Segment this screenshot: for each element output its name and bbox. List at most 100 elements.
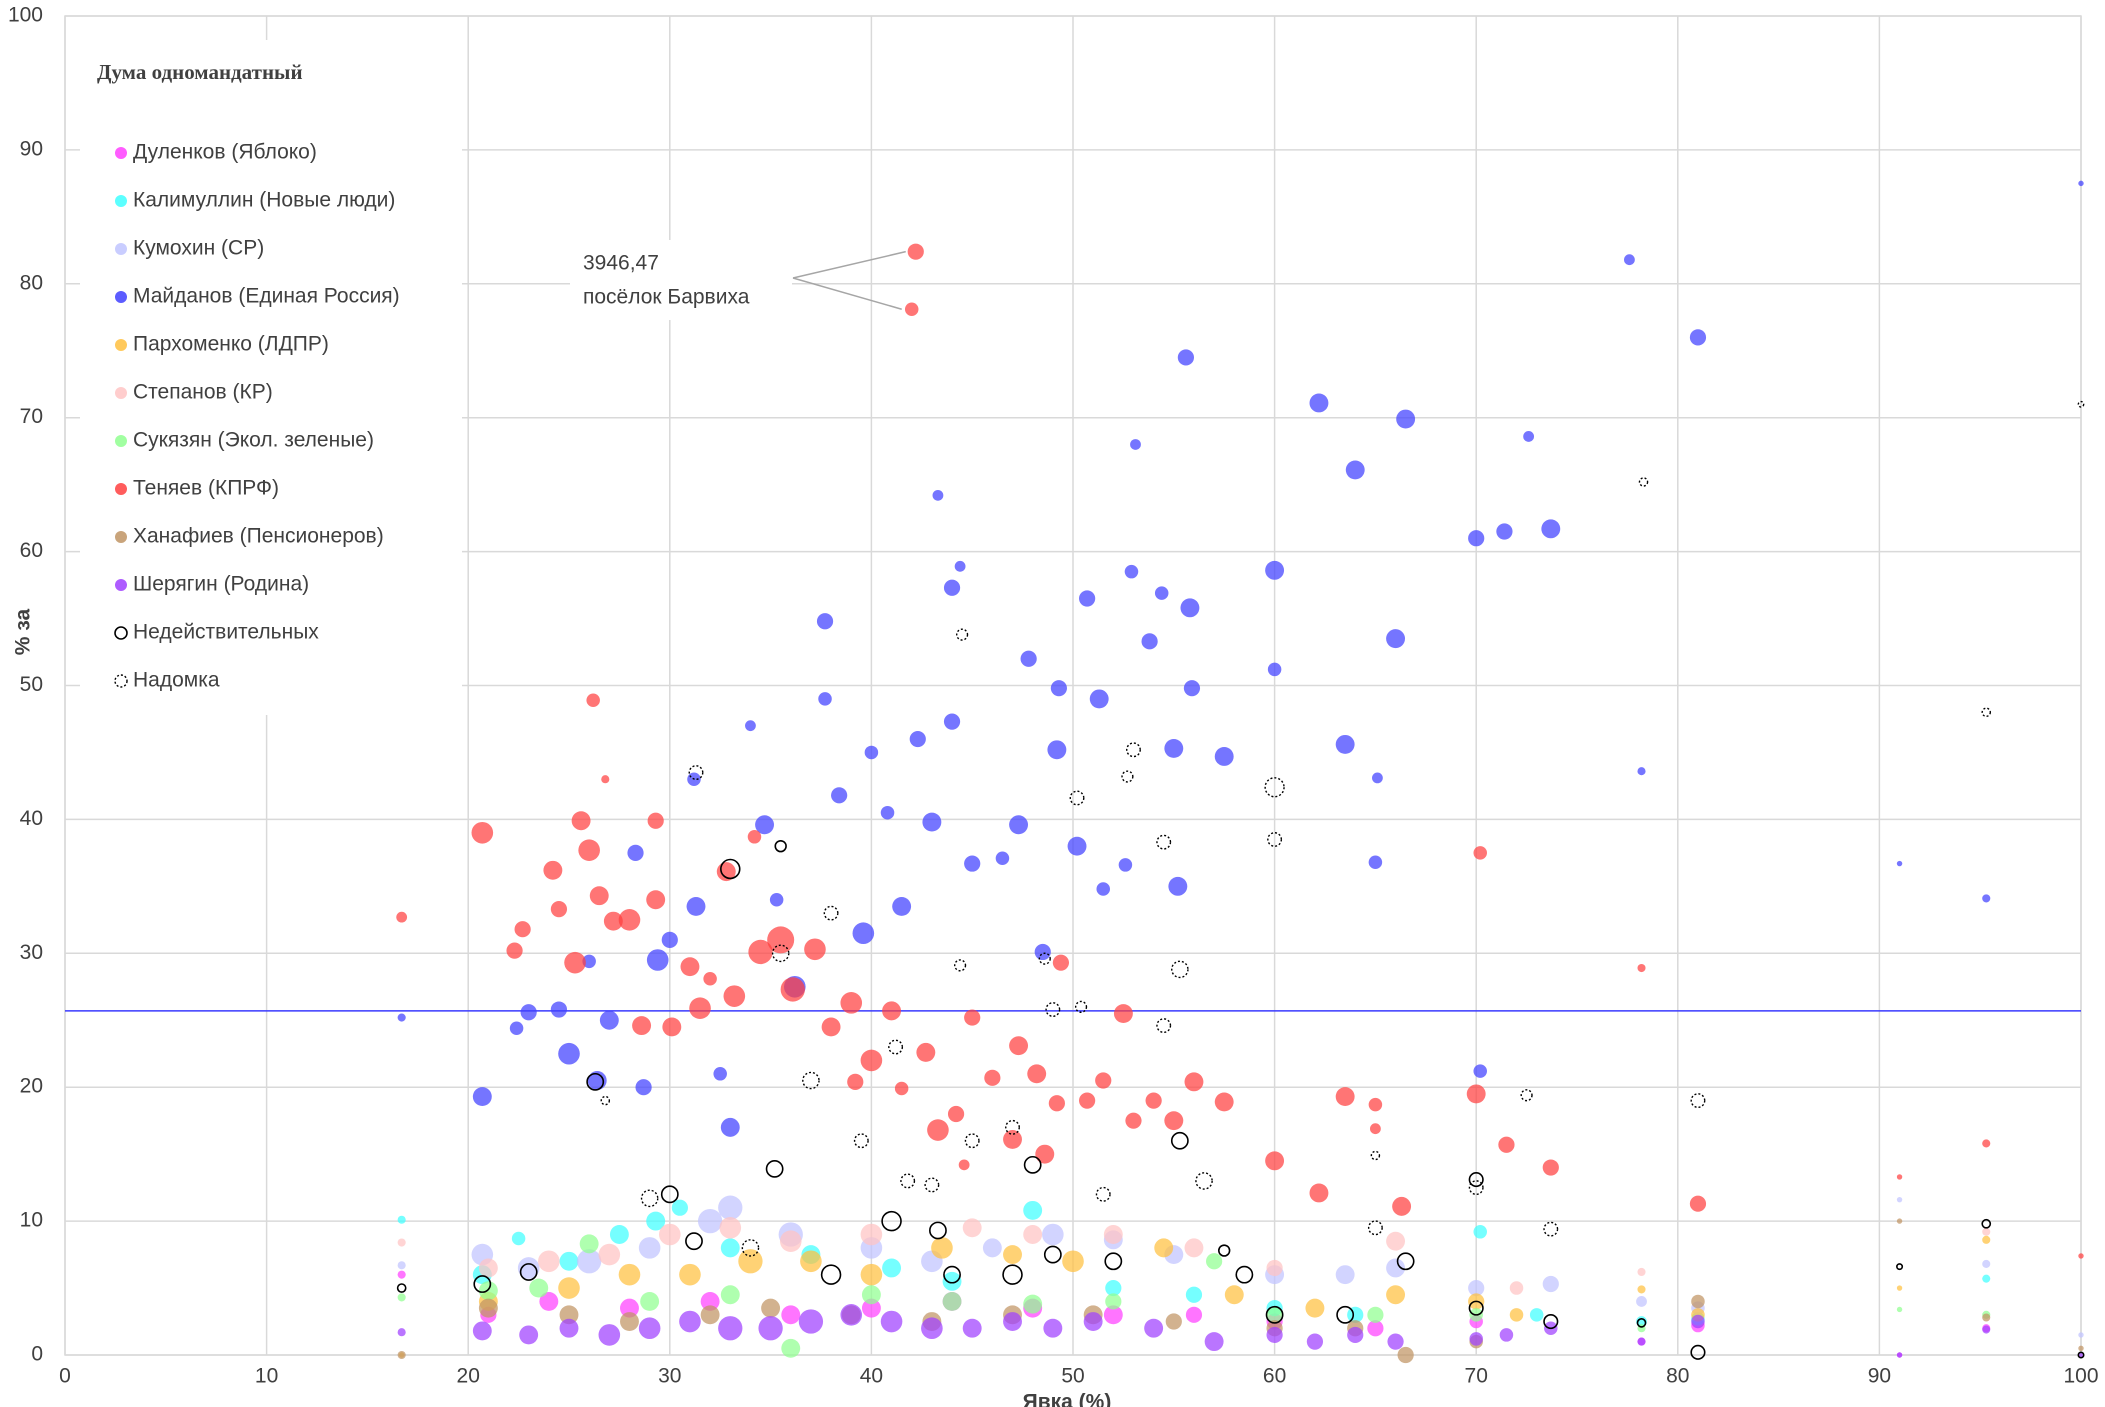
bubble	[748, 939, 773, 965]
bubble	[916, 1042, 936, 1062]
bubble	[671, 1199, 688, 1216]
bubble	[1637, 1285, 1646, 1294]
bubble	[1306, 1333, 1324, 1350]
bubble	[713, 1067, 727, 1081]
bubble	[956, 628, 969, 641]
bubble	[720, 1285, 740, 1305]
bubble	[1266, 1306, 1283, 1323]
x-tick-label: 50	[1061, 1365, 1084, 1388]
bubble	[1027, 1064, 1047, 1084]
bubble	[1345, 460, 1365, 480]
bubble	[1636, 1316, 1647, 1327]
bubble	[1267, 662, 1282, 677]
bubble	[1184, 1072, 1204, 1092]
bubble	[860, 1263, 883, 1286]
bubble	[472, 1087, 492, 1107]
bubble	[1023, 1200, 1043, 1220]
legend-label: Дуленков (Яблоко)	[133, 141, 317, 164]
bubble	[1105, 1293, 1122, 1310]
bubble	[640, 1291, 660, 1311]
bubble	[1079, 590, 1096, 607]
bubble	[860, 1223, 883, 1246]
bubble	[1095, 1072, 1112, 1089]
bubble	[1206, 1253, 1223, 1270]
bubble	[1896, 1306, 1903, 1313]
legend-label: Ханафиев (Пенсионеров)	[133, 525, 384, 548]
bubble	[1982, 1259, 1991, 1268]
bubble	[1214, 1092, 1234, 1112]
bubble	[397, 1261, 406, 1270]
bubble	[767, 926, 795, 954]
bubble	[852, 922, 875, 945]
bubble	[1180, 598, 1200, 618]
bubble	[942, 1291, 962, 1311]
bubble	[396, 1283, 407, 1293]
bubble	[1185, 1286, 1203, 1303]
bubble	[1125, 1112, 1142, 1129]
bubble	[774, 839, 787, 853]
bubble	[1896, 1285, 1903, 1291]
bubble	[864, 745, 879, 760]
bubble	[1689, 329, 1707, 346]
annotation-leader	[792, 277, 902, 310]
bubble	[761, 1298, 781, 1318]
bubble	[1156, 1018, 1172, 1034]
bubble	[659, 1223, 681, 1246]
bubble	[397, 1328, 406, 1337]
bubble	[396, 911, 408, 923]
bubble	[1473, 1064, 1487, 1078]
bubble	[880, 805, 895, 820]
bubble	[1509, 1281, 1524, 1295]
bubble	[982, 1238, 1002, 1258]
bubble	[1637, 1337, 1646, 1346]
x-tick-label: 30	[658, 1365, 681, 1388]
legend-marker	[115, 435, 127, 447]
bubble	[397, 1013, 406, 1022]
bubble	[1195, 1172, 1213, 1190]
bubble	[755, 815, 775, 835]
bubble	[1896, 1263, 1904, 1271]
bubble	[818, 692, 832, 706]
bubble	[962, 1218, 982, 1238]
bubble	[1079, 1092, 1096, 1109]
bubble	[840, 1304, 863, 1326]
legend-label: Пархоменко (ЛДПР)	[133, 333, 329, 356]
bubble	[1265, 1305, 1284, 1324]
bubble	[550, 901, 568, 918]
bubble	[720, 1117, 740, 1137]
bubble	[609, 1225, 629, 1244]
bubble	[577, 1249, 602, 1274]
bubble	[1982, 1235, 1991, 1244]
x-tick-label: 10	[255, 1365, 278, 1388]
bubble	[1896, 1174, 1903, 1180]
bubble	[1069, 790, 1085, 806]
bubble	[1103, 1225, 1123, 1244]
bubble	[689, 997, 711, 1019]
legend-marker	[115, 579, 127, 591]
bubble	[1637, 963, 1646, 973]
legend-marker	[115, 195, 127, 207]
bubble	[882, 1258, 902, 1278]
bubble	[1396, 1252, 1415, 1271]
bubble	[1224, 1285, 1244, 1305]
bubble	[921, 1317, 943, 1340]
bubble	[1396, 409, 1416, 429]
bubble	[618, 909, 641, 931]
bubble	[1347, 1306, 1364, 1323]
bubble	[823, 905, 839, 921]
y-tick-label: 60	[20, 539, 43, 562]
annotation-leader	[792, 250, 906, 279]
bubble	[881, 1210, 902, 1232]
bubble	[1637, 1267, 1646, 1277]
bubble	[900, 1173, 916, 1189]
legend-label: Калимуллин (Новые люди)	[133, 189, 395, 212]
bubble	[472, 1321, 492, 1341]
bubble	[1002, 1264, 1023, 1285]
bubble	[1499, 1328, 1514, 1342]
bubble	[1368, 855, 1383, 869]
y-tick-label: 40	[20, 807, 43, 830]
bubble	[820, 1264, 842, 1285]
bubble	[638, 1317, 661, 1340]
series-7	[396, 243, 2084, 1259]
bubble	[578, 839, 600, 861]
